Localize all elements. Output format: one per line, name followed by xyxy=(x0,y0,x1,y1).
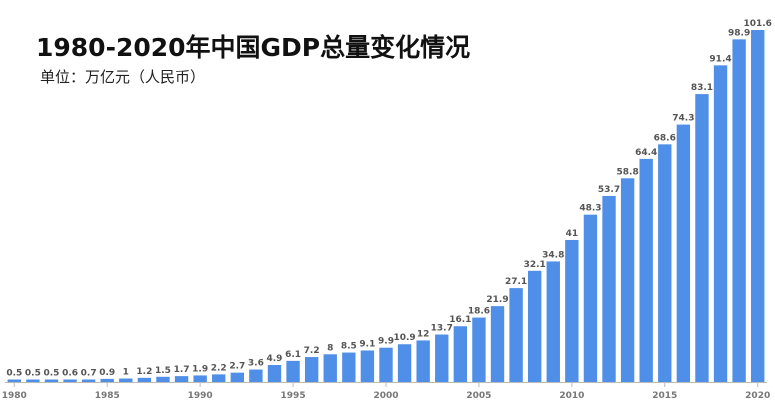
bar-2004 xyxy=(453,326,468,382)
bar-1981 xyxy=(26,379,40,382)
bar-1996 xyxy=(304,357,319,382)
bar-value-label-2011: 48.3 xyxy=(579,204,601,214)
bar-1982 xyxy=(44,379,59,382)
bar-1980 xyxy=(7,379,21,382)
bar-value-label-1993: 3.6 xyxy=(248,359,264,369)
x-tick-label-2005: 2005 xyxy=(466,391,491,401)
bar-1998 xyxy=(342,352,356,382)
bar-1991 xyxy=(212,374,226,382)
bar-value-label-2014: 64.4 xyxy=(635,148,657,158)
bar-value-label-2018: 91.4 xyxy=(709,54,731,64)
bar-value-label-1980: 0.5 xyxy=(6,369,22,379)
bar-1984 xyxy=(81,379,96,382)
bar-value-label-1982: 0.5 xyxy=(43,369,59,379)
bar-value-label-1991: 2.2 xyxy=(211,363,227,373)
bar-2007 xyxy=(509,288,523,382)
bar-1987 xyxy=(137,377,152,382)
bar-2014 xyxy=(639,158,653,382)
bar-value-label-2017: 83.1 xyxy=(691,83,713,93)
bar-value-label-1986: 1 xyxy=(123,368,129,378)
bar-1999 xyxy=(360,350,375,382)
bar-value-label-1981: 0.5 xyxy=(25,369,41,379)
bar-value-label-2006: 21.9 xyxy=(486,295,508,305)
bar-1988 xyxy=(156,376,170,382)
bar-value-label-2020: 101.6 xyxy=(743,19,771,29)
bar-value-label-2000: 9.9 xyxy=(378,337,394,347)
x-tick-label-1985: 1985 xyxy=(95,391,120,401)
bar-value-label-1998: 8.5 xyxy=(341,342,357,352)
chart-subtitle: 单位：万亿元（人民币） xyxy=(40,68,206,86)
bar-value-label-2012: 53.7 xyxy=(598,185,620,195)
x-tick-label-2015: 2015 xyxy=(652,391,677,401)
bar-value-label-1989: 1.7 xyxy=(174,365,190,375)
bar-2013 xyxy=(620,178,635,382)
bar-1986 xyxy=(119,378,133,382)
bar-value-label-2004: 16.1 xyxy=(449,315,471,325)
bar-2019 xyxy=(732,39,746,382)
bar-value-label-1992: 2.7 xyxy=(229,362,245,372)
bar-1990 xyxy=(193,375,207,382)
bar-value-label-2001: 10.9 xyxy=(393,333,415,343)
bar-value-label-1984: 0.7 xyxy=(81,369,97,379)
bar-2015 xyxy=(658,144,672,382)
bar-value-label-2008: 32.1 xyxy=(524,260,546,270)
bar-2009 xyxy=(546,261,560,382)
bar-2012 xyxy=(602,195,616,382)
bar-value-label-1999: 9.1 xyxy=(359,339,375,349)
bar-value-label-1997: 8 xyxy=(327,343,333,353)
bar-value-label-2003: 13.7 xyxy=(431,324,453,334)
bar-2001 xyxy=(397,344,412,382)
bar-value-label-1990: 1.9 xyxy=(192,364,208,374)
bar-value-label-1996: 7.2 xyxy=(304,346,320,356)
bar-1992 xyxy=(230,372,245,382)
bar-2002 xyxy=(416,340,430,382)
x-tick-label-2010: 2010 xyxy=(559,391,584,401)
bar-value-label-1994: 4.9 xyxy=(267,354,283,364)
bar-2006 xyxy=(490,306,505,382)
bar-value-label-2013: 58.8 xyxy=(617,167,639,177)
bar-value-label-2002: 12 xyxy=(417,329,430,339)
bar-value-label-1995: 6.1 xyxy=(285,350,301,360)
bar-1993 xyxy=(249,369,263,382)
bar-2005 xyxy=(472,317,486,382)
bar-value-label-2009: 34.8 xyxy=(542,250,564,260)
bar-value-label-1987: 1.2 xyxy=(136,367,152,377)
bar-2011 xyxy=(583,214,598,382)
bar-2016 xyxy=(676,124,691,382)
x-tick-label-1995: 1995 xyxy=(281,391,306,401)
bar-value-label-2010: 41 xyxy=(566,229,579,239)
x-tick-label-1990: 1990 xyxy=(188,391,213,401)
bar-2003 xyxy=(435,334,449,382)
bar-value-label-1983: 0.6 xyxy=(62,369,78,379)
bar-value-label-2015: 68.6 xyxy=(654,133,676,143)
x-tick-label-1980: 1980 xyxy=(2,391,27,401)
bar-1983 xyxy=(63,379,77,382)
chart-title: 1980-2020年中国GDP总量变化情况 xyxy=(36,33,471,62)
bar-value-label-2007: 27.1 xyxy=(505,277,527,287)
x-tick-label-2000: 2000 xyxy=(373,391,398,401)
bar-2000 xyxy=(379,347,393,382)
bar-2020 xyxy=(751,30,765,382)
bar-1989 xyxy=(174,376,189,382)
bar-1985 xyxy=(100,378,114,382)
bar-value-label-1985: 0.9 xyxy=(99,368,115,378)
bar-1995 xyxy=(286,360,300,382)
bar-2010 xyxy=(565,239,579,382)
bar-2018 xyxy=(713,65,728,382)
bar-value-label-2016: 74.3 xyxy=(672,114,694,124)
x-tick-label-2020: 2020 xyxy=(745,391,770,401)
bar-1994 xyxy=(267,365,282,382)
bar-value-label-2019: 98.9 xyxy=(728,28,750,38)
bar-value-label-1988: 1.5 xyxy=(155,366,171,376)
bar-2008 xyxy=(527,270,542,382)
bar-1997 xyxy=(323,354,337,382)
bar-2017 xyxy=(695,94,709,382)
bar-value-label-2005: 18.6 xyxy=(468,307,490,317)
